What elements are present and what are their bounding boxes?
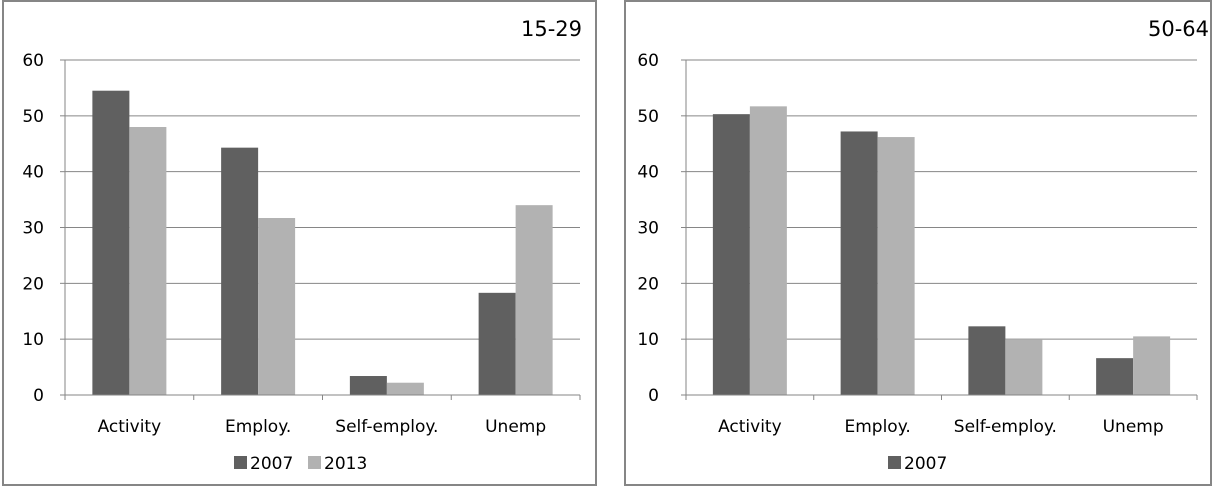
legend-item: 2007 — [888, 454, 947, 474]
bar-series-2-employ- — [877, 137, 915, 396]
bar-2007-employ- — [221, 147, 259, 395]
bar-2007-activity — [92, 90, 130, 395]
bar-series-2-unemp — [1133, 336, 1171, 395]
y-tick-label: 20 — [22, 274, 44, 294]
bar-2013-unemp — [515, 205, 553, 395]
bar-2013-activity — [129, 127, 167, 395]
y-tick-label: 50 — [637, 107, 659, 127]
x-tick-label: Employ. — [225, 417, 291, 437]
y-tick-label: 60 — [637, 51, 659, 71]
y-tick-label: 10 — [22, 330, 44, 350]
x-tick-label: Unemp — [485, 417, 546, 437]
legend-label: 2007 — [250, 454, 293, 474]
bar-2013-self-employ- — [386, 382, 424, 395]
x-tick-label: Unemp — [1103, 417, 1164, 437]
y-tick-label: 30 — [22, 219, 44, 239]
y-tick-label: 0 — [648, 386, 659, 406]
bar-series-2-activity — [749, 106, 787, 395]
legend-swatch — [888, 456, 901, 469]
x-tick-label: Activity — [718, 417, 782, 437]
y-tick-label: 60 — [22, 51, 44, 71]
x-tick-label: Self-employ. — [335, 417, 438, 437]
y-tick-label: 10 — [637, 330, 659, 350]
y-tick-label: 40 — [637, 163, 659, 183]
bar-2007-self-employ- — [968, 326, 1006, 395]
chart-title: 15-29 — [521, 17, 582, 41]
bar-2007-employ- — [840, 131, 878, 395]
legend-label: 2013 — [324, 454, 367, 474]
bar-2007-unemp — [1096, 358, 1134, 395]
legend-item: 2013 — [308, 454, 367, 474]
chart-title: 50-64 — [1148, 17, 1209, 41]
legend-item: 2007 — [234, 454, 293, 474]
legend-label: 2007 — [904, 454, 947, 474]
y-tick-label: 30 — [637, 219, 659, 239]
bar-2013-employ- — [258, 218, 296, 395]
bar-chart-15-29: 0 10 20 30 40 50 60 Activity Employ. Self-employ.… — [22, 17, 582, 474]
x-tick-label: Employ. — [844, 417, 910, 437]
y-tick-label: 40 — [22, 163, 44, 183]
chart-panel-15-29: 0 10 20 30 40 50 60 Activity Employ. Self-employ.… — [2, 0, 597, 486]
bar-2007-unemp — [478, 292, 516, 395]
x-tick-label: Activity — [98, 417, 162, 437]
bar-2007-self-employ- — [349, 376, 387, 395]
bar-chart-50-64: 0 10 20 30 40 50 60 Activity Employ. Self-employ.… — [637, 17, 1209, 474]
legend-swatch — [308, 456, 321, 469]
x-tick-label: Self-employ. — [954, 417, 1057, 437]
y-tick-label: 50 — [22, 107, 44, 127]
legend-swatch — [234, 456, 247, 469]
y-tick-label: 20 — [637, 274, 659, 294]
chart-panel-50-64: 0 10 20 30 40 50 60 Activity Employ. Self-employ.… — [624, 0, 1212, 486]
y-tick-label: 0 — [33, 386, 44, 406]
bar-2007-activity — [712, 114, 750, 396]
bar-series-2-self-employ- — [1005, 339, 1043, 395]
